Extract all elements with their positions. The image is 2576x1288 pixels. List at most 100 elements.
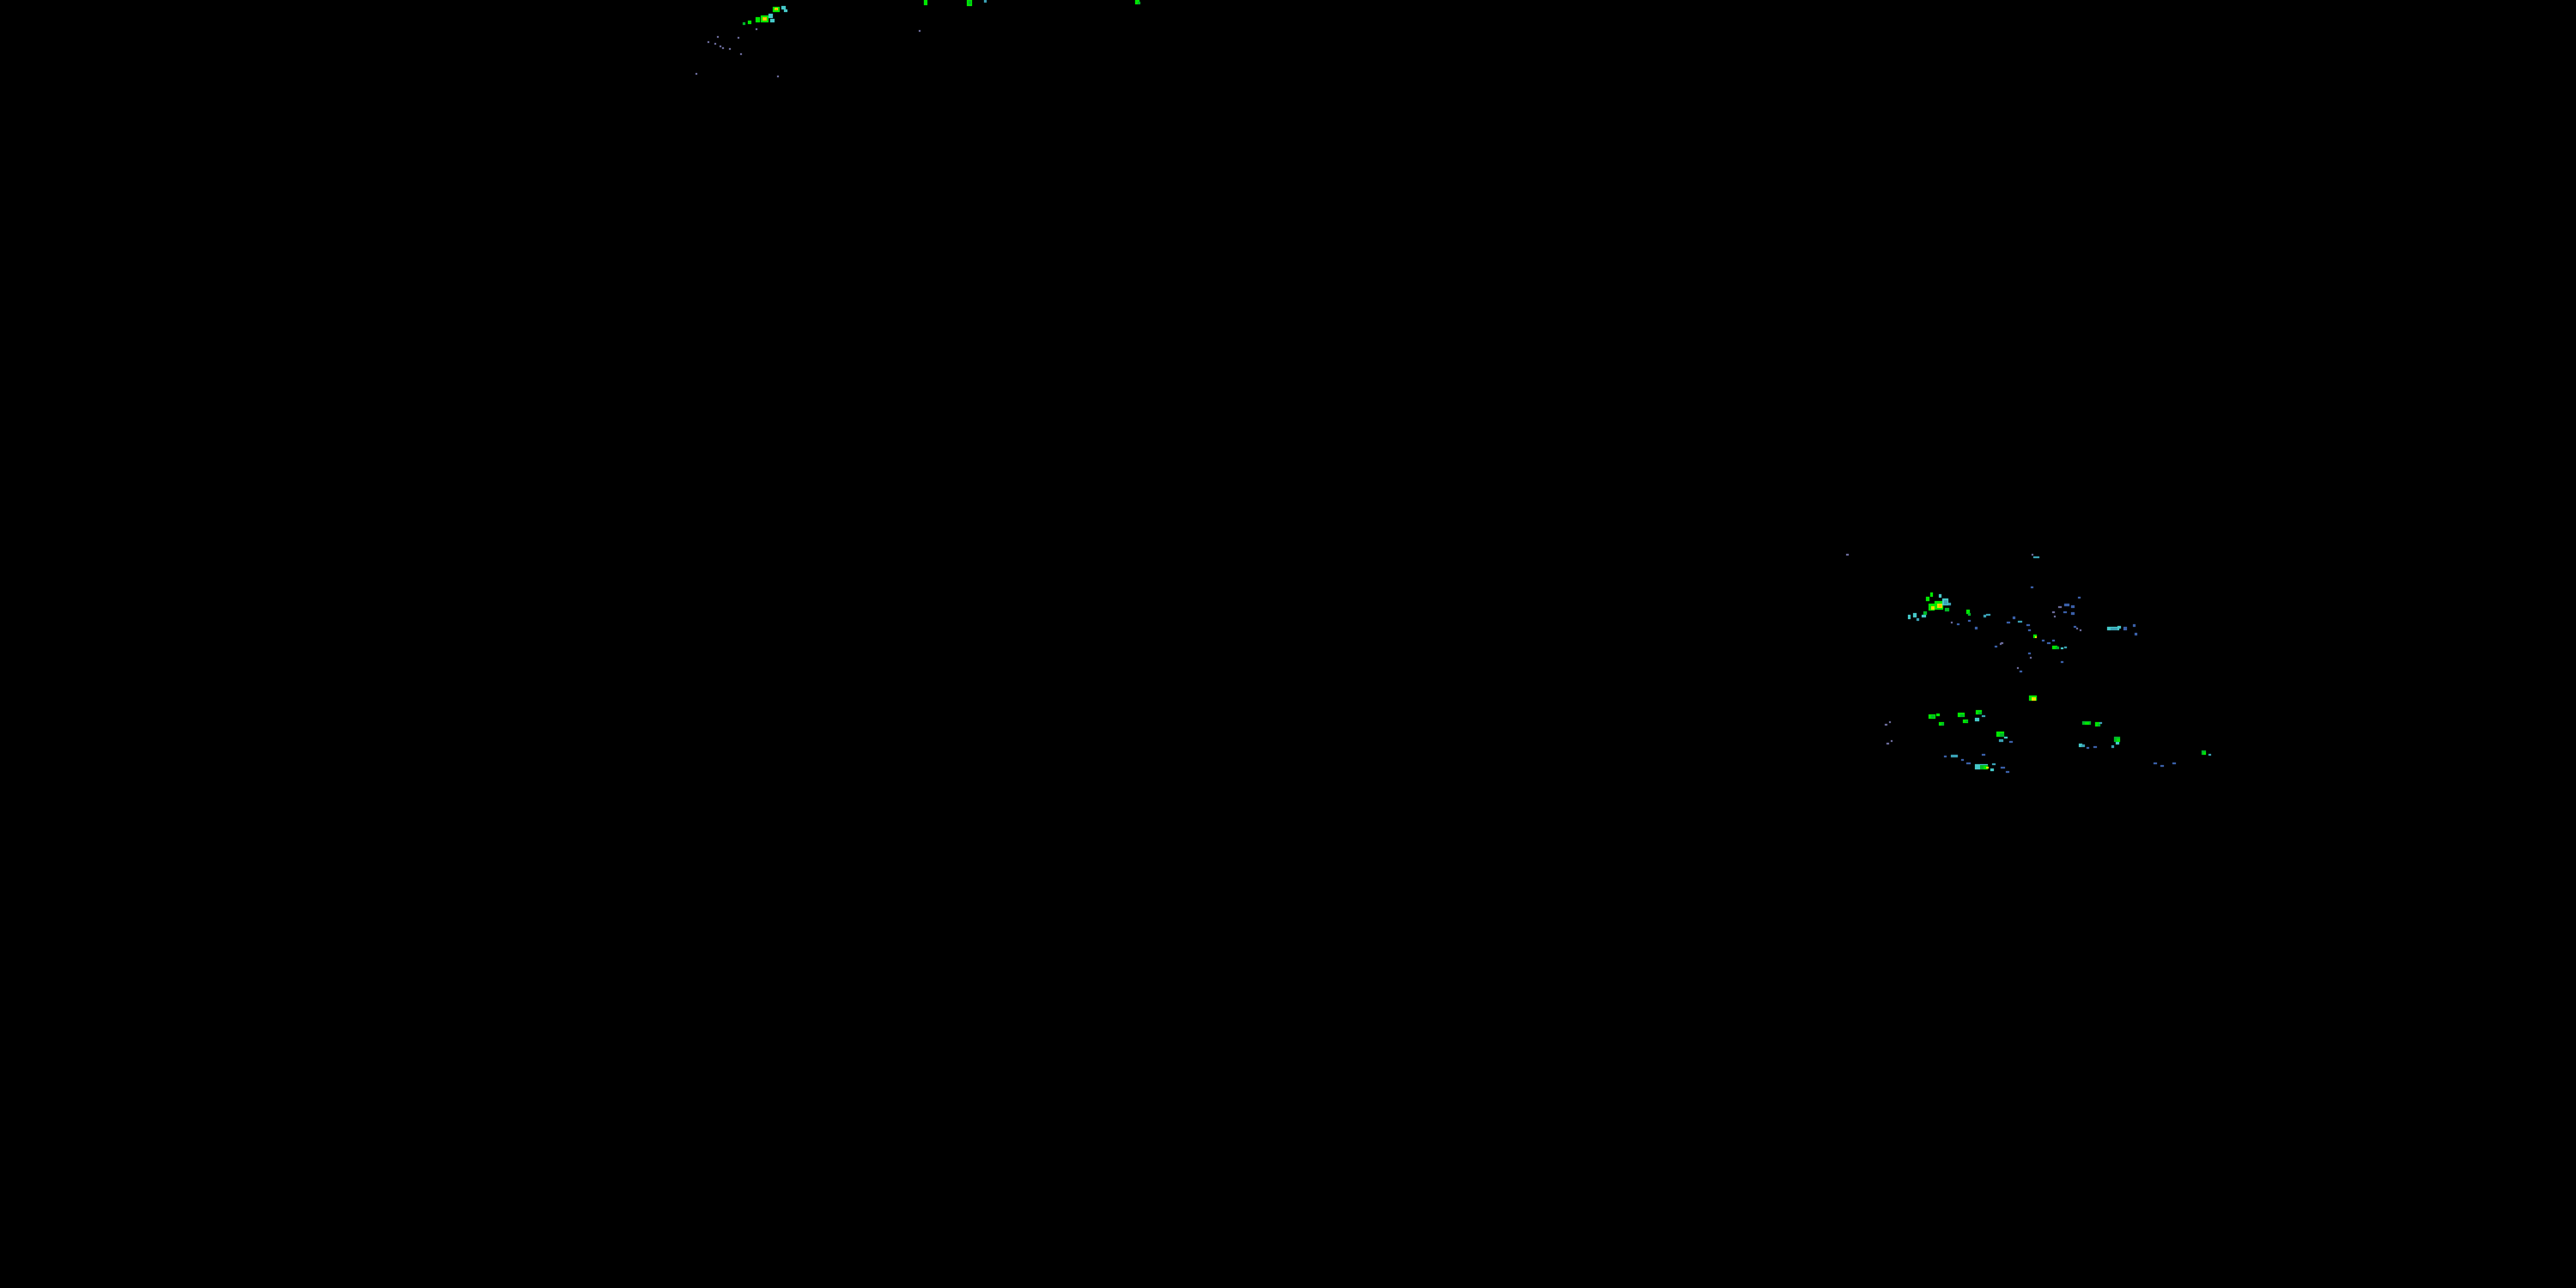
radar-echo-cell	[1975, 627, 1978, 629]
radar-echo-cell	[2123, 627, 2127, 630]
radar-echo-speck	[2030, 657, 2032, 659]
radar-echo-cell	[769, 14, 773, 18]
radar-echo-cell	[1996, 732, 2004, 737]
radar-echo-cell	[1930, 592, 1933, 597]
radar-echo-cell	[1945, 608, 1949, 611]
radar-echo-cell	[2085, 722, 2089, 725]
radar-echo-cell	[1968, 613, 1971, 616]
radar-echo-cell	[969, 1, 971, 4]
radar-echo-cell	[1961, 759, 1964, 761]
radar-echo-cell	[2007, 622, 2010, 623]
radar-echo-cell	[2029, 696, 2037, 701]
radar-echo-cell	[1939, 594, 1941, 598]
radar-echo-cell	[2111, 745, 2114, 748]
radar-echo-speck	[1891, 740, 1893, 742]
radar-echo-cell	[743, 22, 745, 25]
radar-echo-cell	[1948, 603, 1951, 605]
radar-echo-cell	[1965, 720, 1968, 722]
radar-echo-cell	[2052, 611, 2055, 613]
radar-echo-cell	[1135, 0, 1139, 4]
radar-echo-cell	[1968, 620, 1971, 622]
radar-echo-cell	[748, 21, 751, 24]
radar-echo-cell	[1846, 554, 1849, 556]
radar-echo-speck	[729, 48, 731, 50]
radar-echo-cell	[2032, 697, 2036, 701]
radar-echo-cell	[1986, 767, 1989, 769]
radar-echo-cell	[770, 19, 775, 22]
radar-echo-cell	[775, 9, 777, 10]
radar-echo-speck	[2017, 667, 2019, 669]
radar-echo-cell	[1908, 615, 1911, 619]
radar-echo-cell	[1995, 646, 1997, 647]
radar-echo-cell	[1917, 618, 1919, 621]
radar-echo-cell	[1975, 764, 1988, 769]
radar-echo-cell	[2009, 741, 2013, 743]
radar-echo-cell	[2116, 742, 2119, 744]
radar-echo-cell	[1984, 615, 1986, 617]
radar-echo-cell	[2117, 626, 2121, 629]
radar-echo-cell	[2111, 628, 2117, 630]
radar-echo-speck	[2080, 629, 2081, 631]
radar-echo-cell	[2117, 738, 2120, 742]
radar-echo-cell	[1931, 606, 1935, 610]
radar-echo-cell	[781, 6, 786, 9]
radar-echo-cell	[1984, 766, 1988, 769]
radar-echo-cell	[1944, 756, 1947, 757]
radar-echo-cell	[2026, 624, 2030, 626]
radar-echo-cell	[1960, 714, 1964, 717]
radar-echo-cell	[1978, 712, 1982, 714]
radar-echo-cell	[784, 9, 787, 12]
radar-echo-cell	[2172, 762, 2176, 764]
radar-echo-cell	[1963, 720, 1968, 723]
radar-echo-cell	[2064, 604, 2069, 606]
radar-echo-cell	[2006, 771, 2009, 773]
radar-echo-cell	[1944, 600, 1947, 605]
radar-echo-speck	[2054, 616, 2056, 617]
radar-echo-cell	[1937, 604, 1942, 608]
radar-echo-cell	[2056, 647, 2059, 649]
radar-echo-speck	[720, 46, 721, 47]
radar-echo-speck	[919, 30, 920, 32]
radar-echo-cell	[2000, 733, 2004, 737]
radar-echo-speck	[738, 37, 739, 39]
radar-echo-cell	[2001, 767, 2005, 769]
radar-echo-cell	[1980, 765, 1988, 769]
radar-echo-cell	[2093, 746, 2097, 748]
radar-echo-cell	[2203, 752, 2206, 755]
radar-echo-cell	[2061, 661, 2063, 663]
radar-echo-speck	[756, 28, 757, 30]
radar-echo-speck	[2032, 554, 2033, 556]
radar-echo-cell	[924, 0, 927, 5]
radar-echo-speck	[777, 76, 779, 77]
radar-echo-cell	[2020, 671, 2022, 672]
radar-echo-cell	[2074, 626, 2076, 628]
radar-echo-cell	[1966, 762, 1971, 764]
radar-echo-cell	[2133, 624, 2136, 627]
radar-echo-cell	[2001, 642, 2003, 644]
radar-echo-speck	[1889, 721, 1891, 723]
radar-echo-cell	[761, 15, 769, 22]
radar-echo-cell	[2058, 606, 2062, 608]
radar-echo-cell	[1939, 605, 1941, 607]
radar-echo-cell	[1966, 610, 1970, 614]
radar-echo-cell	[2081, 744, 2085, 747]
radar-echo-cell	[775, 8, 778, 10]
radar-echo-cell	[1138, 2, 1140, 4]
radar-echo-cell	[1986, 614, 1990, 616]
radar-echo-cell	[2042, 640, 2044, 641]
radar-echo-cell	[2114, 737, 2120, 742]
radar-echo-cell	[1992, 763, 1996, 765]
radar-echo-cell	[1922, 615, 1926, 617]
radar-echo-cell	[2028, 629, 2031, 631]
radar-echo-cell	[1929, 604, 1935, 611]
radar-echo-cell	[1982, 715, 1985, 717]
radar-echo-cell	[1941, 723, 1944, 726]
radar-echo-cell	[756, 17, 760, 22]
radar-echo-cell	[2047, 642, 2050, 644]
radar-echo-cell	[1982, 754, 1985, 756]
radar-echo-cell	[773, 7, 780, 12]
radar-echo-cell	[2004, 737, 2008, 738]
radar-echo-cell	[1958, 713, 1965, 717]
